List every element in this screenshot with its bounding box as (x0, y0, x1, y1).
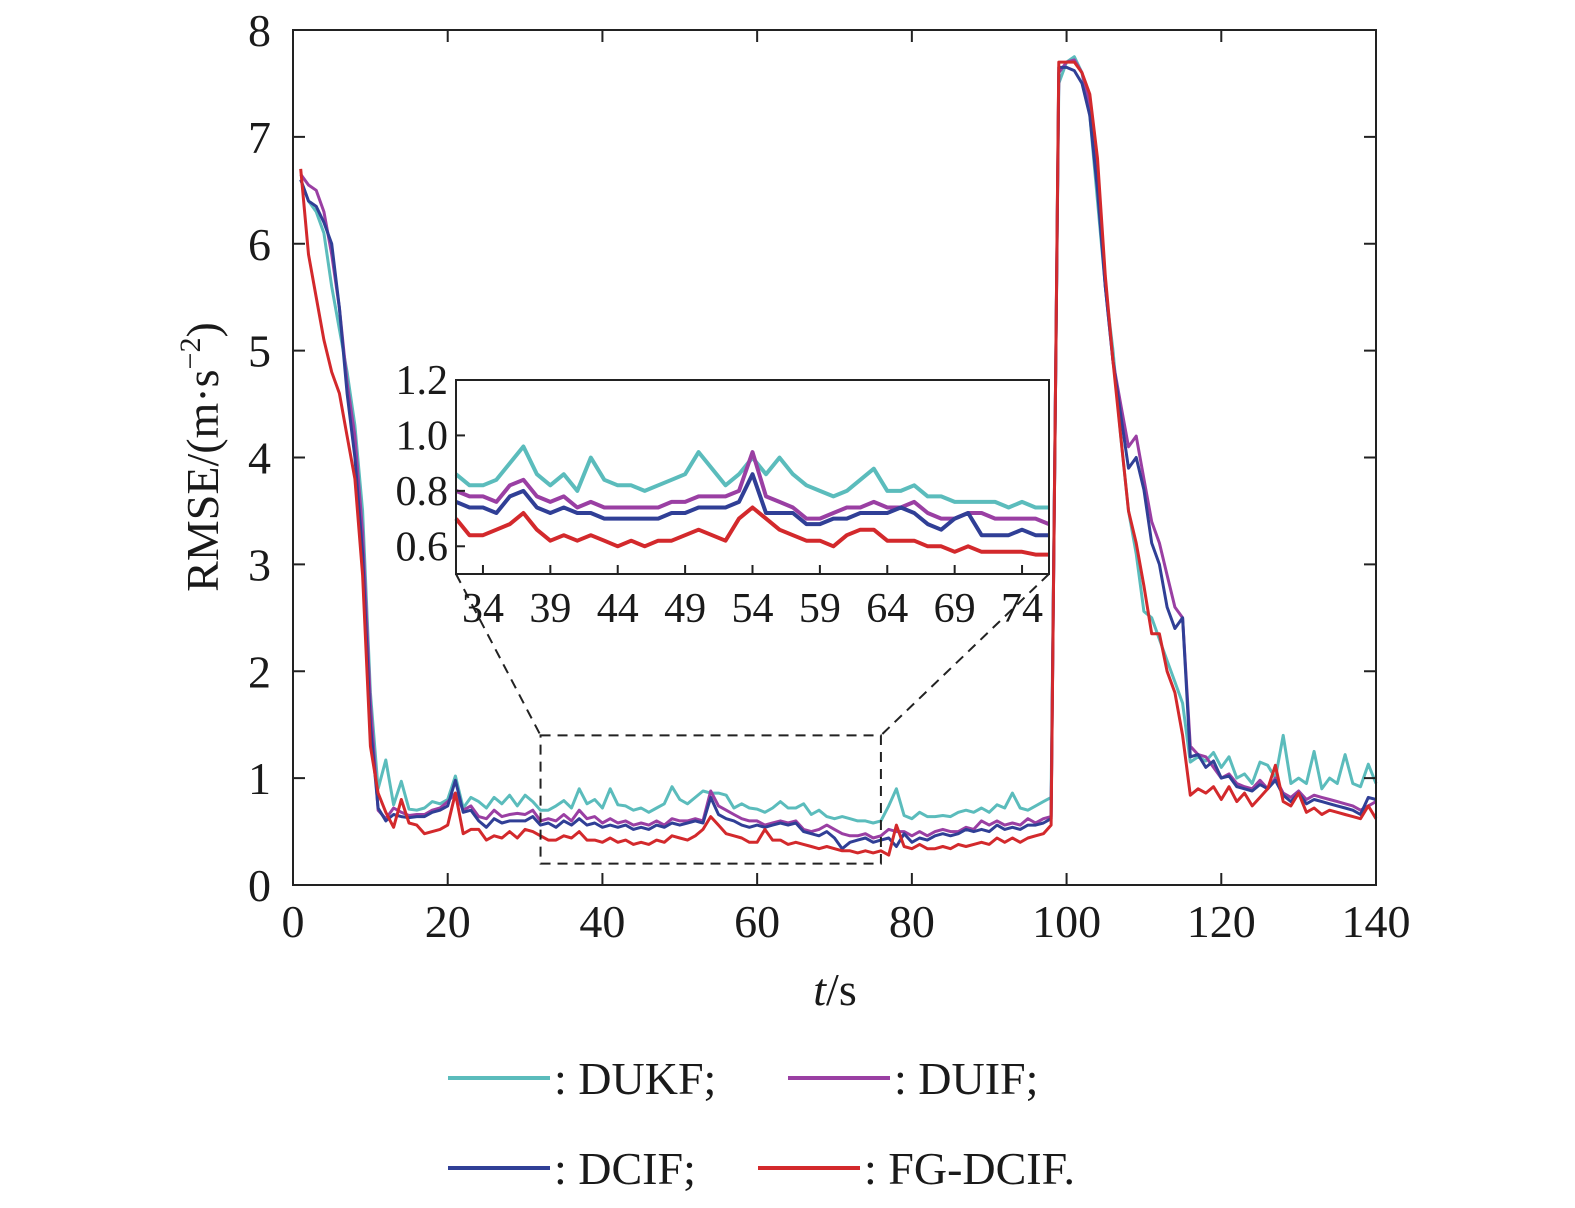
inset-x-tick-label: 44 (597, 586, 639, 632)
x-axis-label-italic: t (813, 964, 827, 1015)
inset-x-tick-label: 34 (462, 586, 504, 632)
legend-label-dukf: : DUKF; (554, 1053, 716, 1104)
inset-y-tick-label: 1.0 (396, 413, 449, 459)
inset-series-group (454, 444, 1050, 557)
zoom-box (539, 734, 882, 865)
x-tick-label: 140 (1342, 896, 1411, 947)
x-axis-label: t/s (813, 964, 856, 1015)
zoom-indicator (455, 573, 1050, 865)
inset-y-tick-label: 1.2 (396, 358, 449, 404)
main-series-group (299, 55, 1378, 857)
x-tick-label: 40 (579, 896, 625, 947)
y-tick-label: 6 (248, 219, 271, 270)
x-tick-label: 60 (734, 896, 780, 947)
inset-x-tick-label: 54 (732, 586, 774, 632)
series-line-dukf (299, 55, 1378, 825)
legend-label-duif: : DUIF; (894, 1053, 1038, 1104)
inset-x-tick-label: 59 (799, 586, 841, 632)
inset-x-tick-label: 69 (934, 586, 976, 632)
series-line-fg-dcif (299, 60, 1378, 857)
y-tick-label: 0 (248, 860, 271, 911)
zoom-connector-right (880, 573, 1050, 737)
inset-y-tick-label: 0.6 (396, 524, 449, 570)
y-tick-label: 5 (248, 326, 271, 377)
x-tick-label: 0 (282, 896, 305, 947)
inset-series-line-dcif (455, 472, 1049, 538)
inset-x-tick-label: 49 (664, 586, 706, 632)
x-tick-label: 80 (889, 896, 935, 947)
y-axis-label-suffix: ) (177, 322, 228, 337)
inset-series-line-fg-dcif (454, 505, 1049, 557)
inset-series-line-duif (455, 450, 1050, 526)
inset-axis-ticks: 34 39 44 49 54 59 64 69 74 0.6 0.8 1.0 1.2 (396, 358, 1044, 632)
y-tick-label: 7 (248, 112, 271, 163)
zoom-connector-left (455, 573, 542, 736)
series-line-duif (299, 58, 1377, 840)
series-line-dcif (299, 65, 1377, 851)
y-tick-label: 3 (248, 539, 271, 590)
y-axis-label-sup: −2 (174, 338, 207, 370)
x-tick-label: 20 (425, 896, 471, 947)
legend-label-fg-dcif: : FG-DCIF. (864, 1143, 1075, 1194)
inset-x-tick-label: 39 (529, 586, 571, 632)
x-tick-label: 120 (1187, 896, 1256, 947)
y-tick-label: 1 (248, 753, 271, 804)
y-axis-label-prefix: RMSE/(m·s (177, 369, 228, 591)
y-tick-label: 4 (248, 433, 271, 484)
x-axis-label-unit: /s (826, 964, 857, 1015)
inset-x-tick-label: 64 (866, 586, 908, 632)
legend-label-dcif: : DCIF; (554, 1143, 696, 1194)
y-axis-label: RMSE/(m·s−2) (174, 322, 228, 592)
y-tick-label: 8 (248, 5, 271, 56)
x-tick-label: 100 (1032, 896, 1101, 947)
inset-x-tick-label: 74 (1001, 586, 1043, 632)
legend: : DUKF; : DUIF; : DCIF; : FG-DCIF. (448, 1053, 1075, 1194)
inset-y-tick-label: 0.8 (396, 469, 449, 515)
y-tick-label: 2 (248, 646, 271, 697)
